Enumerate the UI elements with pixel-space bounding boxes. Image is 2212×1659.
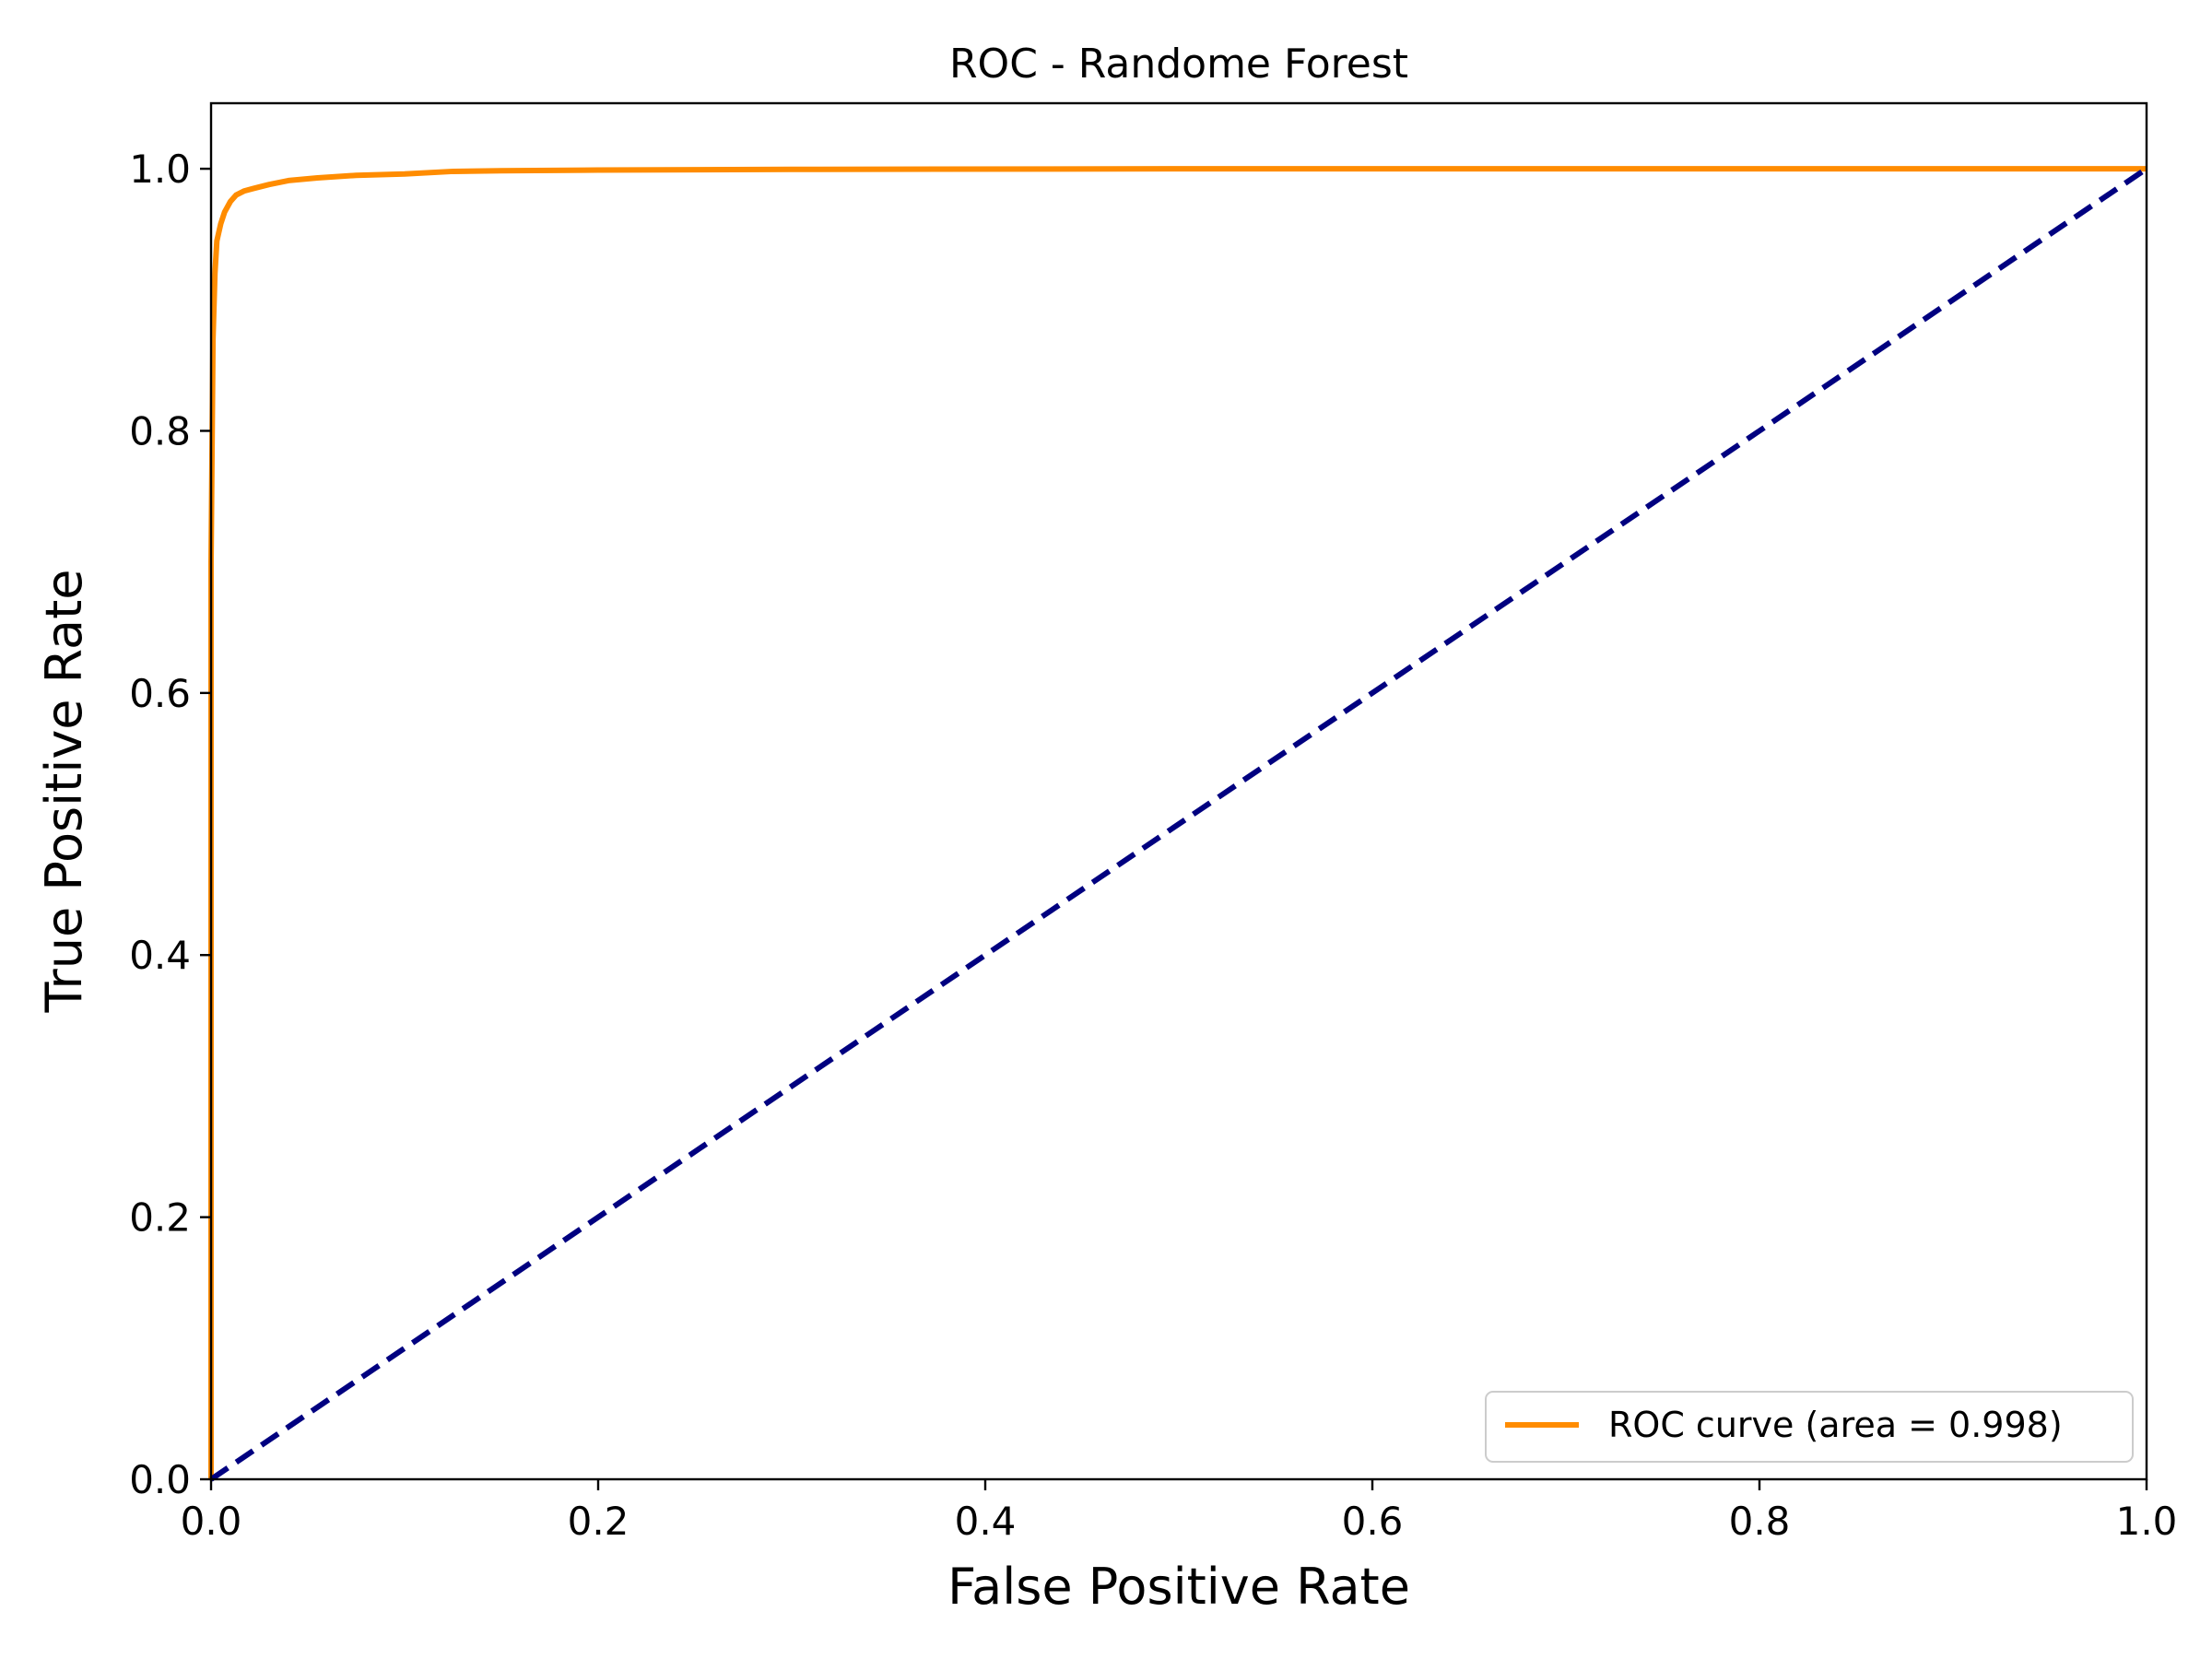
x-tick-label: 0.2 xyxy=(568,1499,629,1544)
x-tick-label: 0.8 xyxy=(1729,1499,1791,1544)
y-axis-label: True Positive Rate xyxy=(35,569,93,1013)
legend-label-roc-curve: ROC curve (area = 0.998) xyxy=(1608,1405,2063,1445)
legend: ROC curve (area = 0.998) xyxy=(1485,1391,2134,1463)
x-axis-ticks: 0.0 0.2 0.4 0.6 0.8 1.0 xyxy=(181,1479,2178,1544)
chart-title: ROC - Randome Forest xyxy=(949,41,1408,88)
y-tick-label: 0.2 xyxy=(129,1195,191,1241)
x-tick-label: 0.6 xyxy=(1342,1499,1404,1544)
y-axis-ticks: 0.0 0.2 0.4 0.6 0.8 1.0 xyxy=(129,147,211,1502)
legend-box xyxy=(1485,1391,2134,1463)
y-tick-label: 1.0 xyxy=(129,147,191,192)
y-tick-label: 0.0 xyxy=(129,1457,191,1502)
y-tick-label: 0.8 xyxy=(129,408,191,453)
plot-background xyxy=(211,103,2147,1479)
y-tick-label: 0.4 xyxy=(129,933,191,978)
x-tick-label: 0.4 xyxy=(955,1499,1017,1544)
x-tick-label: 0.0 xyxy=(181,1499,242,1544)
x-tick-label: 1.0 xyxy=(2116,1499,2178,1544)
plot-frame xyxy=(209,101,2148,1481)
chance-diagonal-line xyxy=(209,166,2148,1482)
x-axis-label: False Positive Rate xyxy=(947,1558,1410,1616)
roc-curve-line xyxy=(208,166,2147,1479)
series-layer xyxy=(208,166,2148,1482)
y-tick-label: 0.6 xyxy=(129,671,191,716)
